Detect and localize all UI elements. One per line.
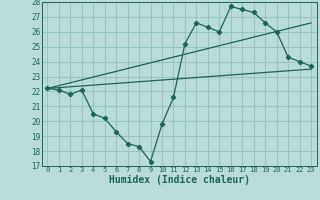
- X-axis label: Humidex (Indice chaleur): Humidex (Indice chaleur): [109, 175, 250, 185]
